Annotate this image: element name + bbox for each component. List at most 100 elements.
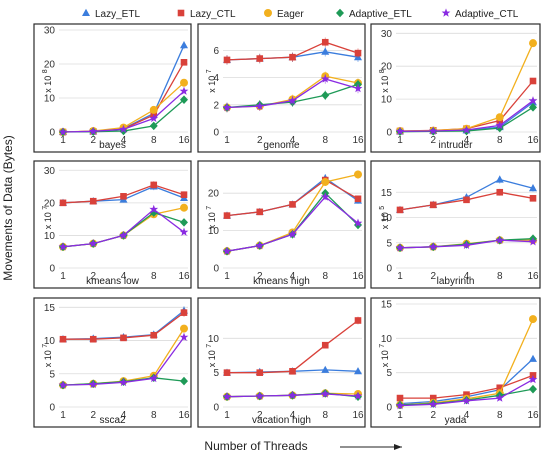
data-point — [180, 309, 188, 316]
panel-ssca2: 0 5 10 15 1 2 4 8 16 ssca2 x 10 7 — [33, 297, 192, 428]
panel-frame — [370, 23, 541, 153]
data-point — [495, 120, 505, 130]
data-point — [529, 103, 537, 112]
legend-item-lazy-etl: Lazy_ETL — [82, 8, 140, 20]
data-point — [529, 315, 537, 324]
data-point — [58, 127, 68, 136]
data-point — [179, 227, 189, 236]
series-adaptive-ctl — [395, 374, 538, 410]
data-point — [354, 195, 362, 203]
scale-label: x 10 7 — [206, 69, 217, 93]
data-point — [119, 124, 128, 133]
data-point — [529, 384, 537, 394]
y-tick-label: 0 — [386, 264, 392, 275]
data-point — [354, 49, 362, 57]
x-tick-label: 1 — [60, 271, 66, 282]
x-tick-label: 1 — [224, 135, 230, 146]
legend-marker-adaptive-ctl — [441, 8, 451, 17]
legend-item-adaptive-ctl: Adaptive_CTL — [441, 8, 519, 20]
data-point — [149, 113, 159, 123]
data-point — [223, 369, 231, 376]
series-adaptive-ctl — [222, 192, 363, 255]
data-point — [529, 184, 537, 192]
y-tick-label: 15 — [381, 300, 393, 311]
panel-title: yada — [445, 415, 467, 426]
panel-title: genome — [263, 140, 300, 151]
data-point — [88, 379, 98, 389]
scale-label: x 10 7 — [206, 206, 217, 230]
series-lazy-ctl — [59, 181, 188, 207]
y-tick-label: 10 — [44, 336, 56, 347]
x-tick-label: 8 — [151, 135, 157, 146]
data-point — [428, 399, 438, 408]
panel-frame — [33, 23, 192, 153]
data-point — [495, 235, 505, 244]
y-tick-label: 20 — [44, 198, 56, 209]
x-tick-label: 16 — [527, 135, 539, 146]
x-tick-label: 4 — [290, 271, 296, 282]
panel-frame — [370, 297, 541, 428]
legend-label-eager: Eager — [277, 9, 304, 20]
y-axis-label: Movements of Data (Bytes) — [1, 135, 15, 280]
y-tick-label: 0 — [49, 264, 55, 275]
data-point — [528, 237, 538, 246]
panel-title: vacation high — [252, 415, 311, 426]
y-tick-label: 30 — [44, 26, 56, 37]
scale-exponent: 7 — [206, 344, 213, 348]
x-axis-label: Number of Threads — [204, 439, 307, 453]
data-point — [321, 177, 330, 186]
legend-item-adaptive-etl: Adaptive_ETL — [336, 8, 412, 20]
y-tick-label: 4 — [213, 73, 219, 84]
panel-frame — [197, 297, 366, 428]
data-point — [180, 41, 188, 49]
data-point — [495, 175, 504, 183]
data-point — [256, 369, 264, 376]
data-point — [59, 199, 67, 207]
y-tick-label: 0 — [49, 128, 55, 139]
series-adaptive-ctl — [222, 389, 363, 401]
x-tick-label: 4 — [464, 135, 470, 146]
panel-frame — [33, 297, 192, 428]
scale-exponent: 5 — [379, 206, 386, 210]
y-tick-label: 10 — [208, 226, 220, 237]
data-point — [256, 208, 264, 216]
data-point — [149, 105, 158, 114]
data-point — [462, 240, 471, 249]
panel-vacation-high: 0 5 10 1 2 4 8 16 vacation high x 10 7 — [197, 297, 366, 428]
x-tick-label: 16 — [527, 271, 539, 282]
x-tick-label: 4 — [121, 271, 127, 282]
y-tick-label: 15 — [381, 188, 393, 199]
x-tick-label: 1 — [224, 271, 230, 282]
data-point — [58, 380, 68, 389]
scale-label: x 10 8 — [42, 69, 53, 93]
panel-kmeans-low: 0 10 20 30 1 2 4 8 16 kmeans low x 10 7 — [33, 160, 192, 289]
scale-label: x 10 5 — [379, 206, 390, 230]
y-tick-label: 15 — [44, 303, 56, 314]
data-point — [223, 212, 231, 219]
data-point — [179, 86, 189, 95]
x-tick-label: 2 — [257, 410, 263, 421]
series-lazy-ctl — [396, 188, 537, 214]
y-tick-label: 30 — [381, 29, 393, 40]
data-point — [428, 242, 438, 251]
data-point — [120, 193, 127, 200]
data-point — [150, 331, 158, 339]
scale-label: x 10 8 — [379, 69, 390, 93]
x-tick-label: 4 — [121, 135, 127, 146]
data-point — [321, 365, 330, 373]
x-tick-label: 1 — [224, 410, 230, 421]
panel-genome: 0 2 4 6 1 2 4 8 16 genome x 10 7 — [197, 23, 366, 153]
y-tick-label: 0 — [386, 403, 392, 414]
x-tick-label: 4 — [121, 410, 127, 421]
data-point — [495, 123, 504, 133]
data-point — [223, 56, 231, 64]
legend-item-eager: Eager — [264, 9, 304, 20]
data-point — [353, 391, 363, 400]
panel-intruder: 0 10 20 30 1 2 4 8 16 intruder x 10 8 — [370, 23, 541, 153]
legend-marker-adaptive-etl — [336, 8, 344, 18]
y-tick-label: 10 — [44, 231, 56, 242]
panel-frame — [197, 160, 366, 289]
data-point — [88, 238, 98, 248]
panel-title: bayes — [99, 140, 126, 151]
y-tick-label: 10 — [381, 95, 393, 106]
